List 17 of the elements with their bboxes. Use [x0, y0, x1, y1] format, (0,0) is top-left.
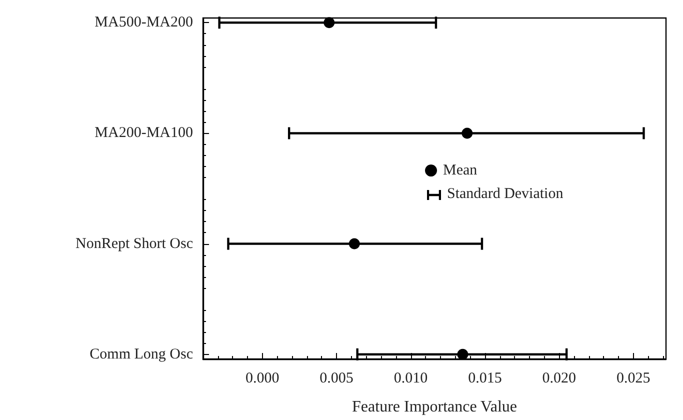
y-tick-label: NonRept Short Osc [76, 236, 194, 252]
x-tick-label: 0.020 [542, 370, 576, 386]
legend-label: Mean [443, 162, 478, 178]
x-axis-title: Feature Importance Value [352, 398, 517, 416]
y-tick-label: MA500-MA200 [94, 14, 193, 31]
x-tick-label: 0.005 [320, 370, 354, 386]
x-tick-label: 0.015 [468, 370, 502, 386]
point [324, 17, 335, 28]
y-tick-label: Comm Long Osc [90, 346, 194, 362]
point [348, 238, 360, 250]
y-tick-label: MA200-MA100 [94, 125, 193, 142]
x-tick-label: 0.010 [394, 370, 428, 386]
point [462, 128, 473, 139]
annotation: Standard Deviation [447, 186, 564, 203]
point [457, 348, 468, 360]
x-tick-label: 0.025 [616, 370, 650, 386]
x-tick-label: 0.000 [245, 370, 280, 386]
